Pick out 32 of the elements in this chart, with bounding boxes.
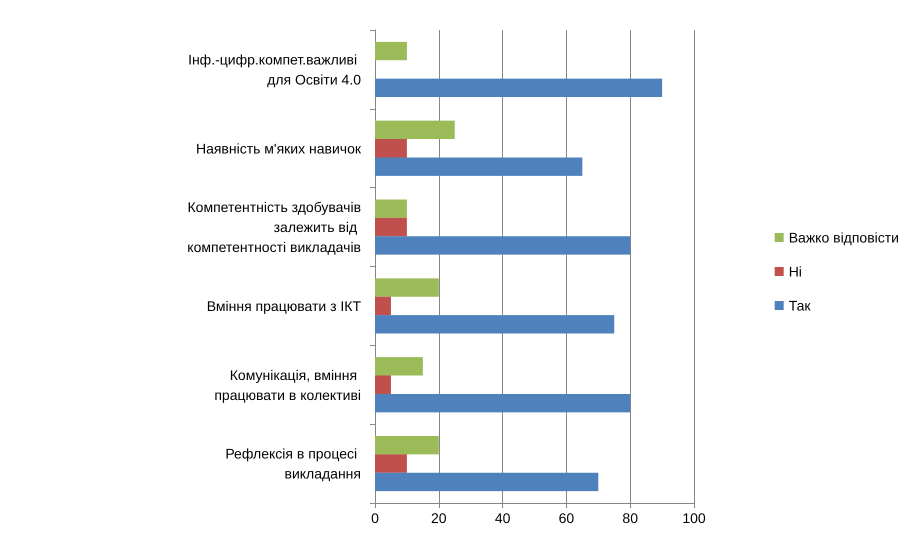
bar [375, 357, 423, 376]
bar [375, 454, 407, 473]
legend-label: Так [788, 298, 812, 314]
bar [375, 315, 614, 334]
y-tick-label: Наявність м'яких навичок [196, 140, 362, 156]
bar [375, 472, 598, 492]
x-tick-label: 0 [371, 510, 380, 526]
x-tick-label: 100 [682, 510, 706, 526]
bar [375, 218, 407, 236]
bar [375, 199, 407, 218]
y-tick-label: Вміння працювати з ІКТ [206, 298, 362, 314]
legend-label: Важко відповісти [788, 230, 899, 246]
bar [375, 236, 630, 255]
bar [375, 42, 407, 60]
y-tick-label: Комунікація, вміння працювати в колективі [214, 366, 361, 403]
bar [375, 376, 391, 394]
y-tick-label: Компетентність здобувачів залежить від компетентності викладачів [187, 199, 361, 256]
y-tick-label: Інф.-цифр.компет.важливі для Освіти 4.0 [188, 51, 362, 88]
x-tick-label: 60 [558, 510, 574, 526]
bar [375, 120, 455, 140]
bar [375, 278, 439, 297]
bar [375, 78, 662, 98]
bar [375, 394, 630, 412]
x-tick-label: 20 [431, 510, 447, 526]
x-tick-label: 80 [622, 510, 638, 526]
bar [375, 157, 582, 176]
bar [375, 139, 407, 158]
x-tick-label: 40 [494, 510, 511, 526]
legend-label: Ні [788, 264, 802, 280]
y-tick-label: Рефлексія в процесі викладання [225, 446, 361, 482]
bar [375, 436, 439, 454]
bar [375, 296, 391, 316]
